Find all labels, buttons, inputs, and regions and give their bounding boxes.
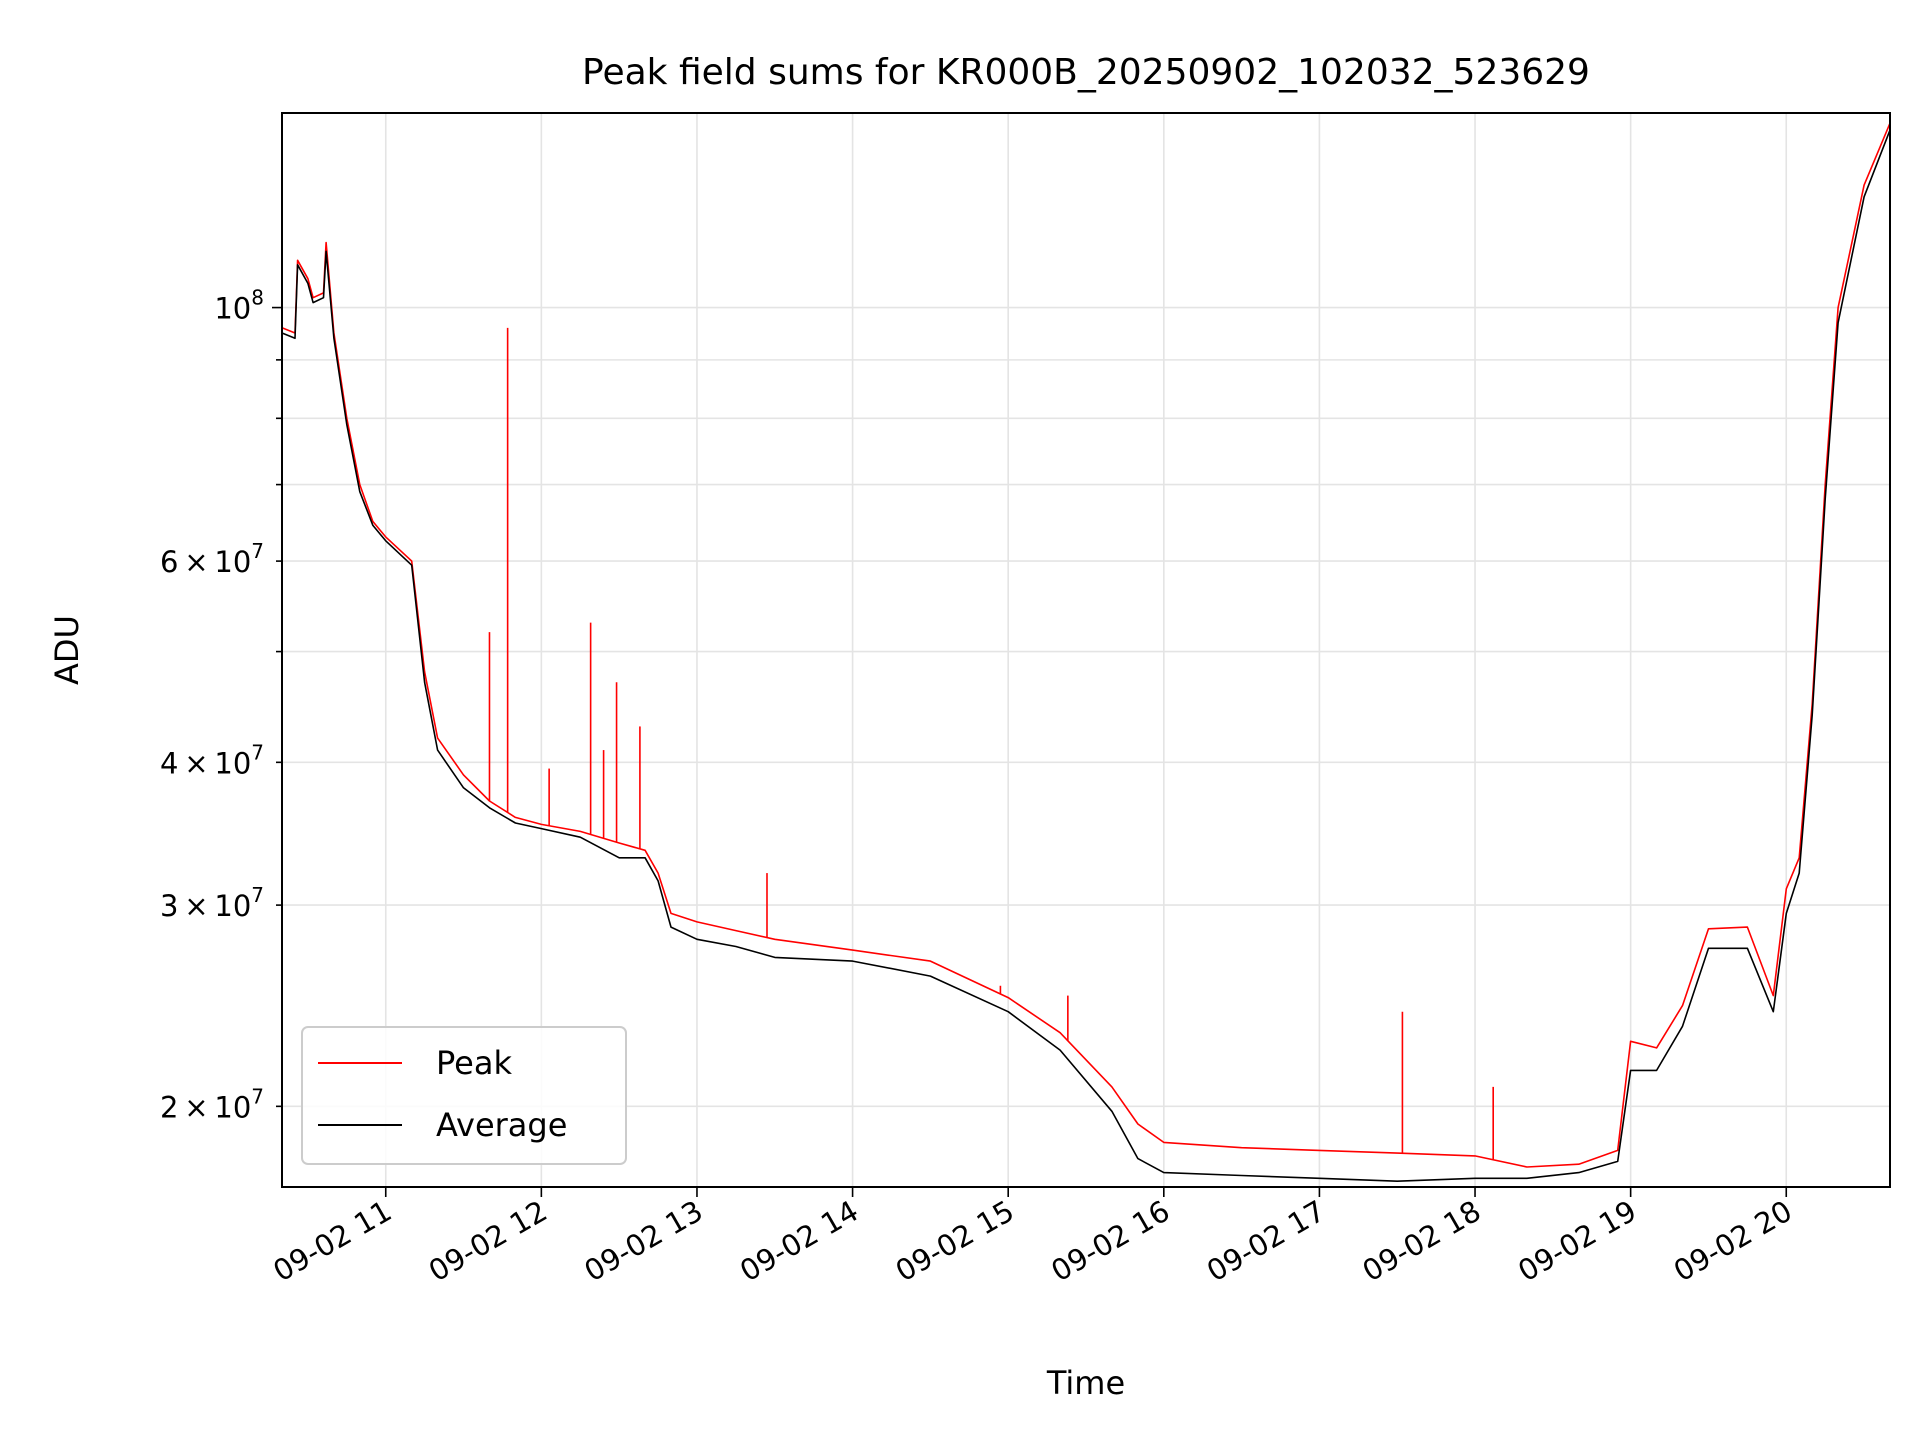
chart-title: Peak field sums for KR000B_20250902_1020… xyxy=(582,52,1590,93)
legend-label-peak: Peak xyxy=(436,1044,512,1082)
legend-label-average: Average xyxy=(436,1106,567,1144)
series-line-peak xyxy=(281,122,1891,1168)
legend: Peak Average xyxy=(301,1026,627,1165)
series-line-average xyxy=(281,129,1891,1182)
y-tick-label: 108 xyxy=(214,286,264,326)
y-tick-label: 3 × 107 xyxy=(160,883,264,923)
plot-lines xyxy=(281,122,1891,1182)
y-tick-label: 2 × 107 xyxy=(160,1084,264,1124)
y-axis-title: ADU xyxy=(48,615,86,685)
grid xyxy=(282,113,1890,1187)
y-tick-label: 6 × 107 xyxy=(160,539,264,579)
x-axis-title: Time xyxy=(1046,1364,1125,1402)
y-axis: 2 × 107 3 × 107 4 × 107 6 × 107 108 xyxy=(160,286,282,1124)
legend-box xyxy=(301,1026,627,1165)
plot-frame xyxy=(281,112,1891,1188)
y-tick-label: 4 × 107 xyxy=(160,740,264,780)
